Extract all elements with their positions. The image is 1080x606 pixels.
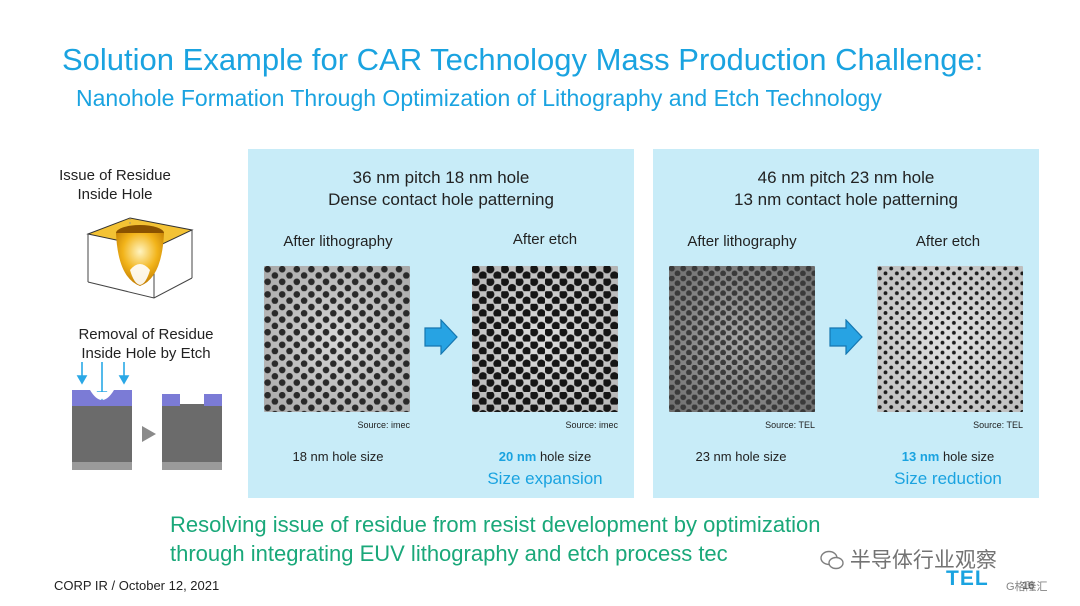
issue-label-line2: Inside Hole bbox=[77, 186, 153, 203]
after-lithography-label: After lithography bbox=[687, 233, 797, 250]
size-effect-label: Size reduction bbox=[894, 469, 1002, 488]
sem-image-after-etch bbox=[472, 266, 618, 412]
source-label: Source: imec bbox=[565, 420, 618, 430]
hole-size-suffix: hole size bbox=[536, 449, 592, 464]
after-etch-label: After etch bbox=[512, 231, 578, 248]
source-label: Source: imec bbox=[357, 420, 410, 430]
panel-title-line1: 36 nm pitch 18 nm hole bbox=[352, 168, 530, 187]
removal-label-line1: Removal of Residue bbox=[78, 326, 214, 343]
watermark-text: 半导体行业观察 bbox=[849, 549, 997, 572]
removal-label: Removal of Residue Inside Hole by Etch bbox=[70, 325, 222, 363]
hole-size-value: 20 nm bbox=[498, 449, 537, 464]
wechat-icon bbox=[820, 550, 844, 570]
issue-label: Issue of Residue Inside Hole bbox=[52, 166, 178, 204]
removal-label-line2: Inside Hole by Etch bbox=[81, 345, 211, 362]
after-lithography-label: After lithography bbox=[283, 233, 393, 250]
watermark-gelonghui: G格隆汇 bbox=[1006, 581, 1048, 593]
process-arrow-icon bbox=[424, 319, 458, 355]
panel-title-line2: Dense contact hole patterning bbox=[328, 190, 554, 209]
hole-size-before: 18 nm hole size bbox=[292, 449, 384, 464]
watermark: 半导体行业观察 bbox=[820, 544, 997, 574]
conclusion-line1: Resolving issue of residue from resist d… bbox=[170, 512, 821, 537]
sem-image-after-etch bbox=[877, 266, 1023, 412]
hole-size-before: 23 nm hole size bbox=[695, 449, 787, 464]
panel-title-line1: 46 nm pitch 23 nm hole bbox=[757, 168, 935, 187]
residue-hole-illustration bbox=[86, 217, 194, 299]
hole-size-after: 20 nm hole size bbox=[465, 449, 625, 464]
after-etch-label: After etch bbox=[915, 233, 981, 250]
panel-dense-contact-hole: 36 nm pitch 18 nm hole Dense contact hol… bbox=[248, 149, 634, 498]
footer-text: CORP IR / October 12, 2021 bbox=[54, 578, 220, 593]
sem-image-after-lithography bbox=[264, 266, 410, 412]
etch-removal-illustration bbox=[72, 362, 222, 470]
tel-logo: TEL bbox=[946, 567, 989, 590]
conclusion-line2: through integrating EUV lithography and … bbox=[170, 541, 728, 566]
sem-image-after-lithography bbox=[669, 266, 815, 412]
page-number: 16 bbox=[1022, 580, 1035, 592]
hole-size-after: 13 nm hole size bbox=[868, 449, 1028, 464]
hole-size-value: 13 nm bbox=[901, 449, 940, 464]
source-label: Source: TEL bbox=[973, 420, 1023, 430]
issue-label-line1: Issue of Residue bbox=[59, 167, 171, 184]
slide-subtitle: Nanohole Formation Through Optimization … bbox=[76, 85, 882, 111]
panel-title: 36 nm pitch 18 nm hole Dense contact hol… bbox=[248, 167, 634, 211]
hole-size-suffix: hole size bbox=[939, 449, 995, 464]
source-label: Source: TEL bbox=[765, 420, 815, 430]
size-effect-label: Size expansion bbox=[487, 469, 603, 488]
panel-13nm-contact-hole: 46 nm pitch 23 nm hole 13 nm contact hol… bbox=[653, 149, 1039, 498]
process-arrow-icon bbox=[829, 319, 863, 355]
panel-title: 46 nm pitch 23 nm hole 13 nm contact hol… bbox=[653, 167, 1039, 211]
slide-title: Solution Example for CAR Technology Mass… bbox=[62, 42, 984, 77]
panel-title-line2: 13 nm contact hole patterning bbox=[734, 190, 958, 209]
